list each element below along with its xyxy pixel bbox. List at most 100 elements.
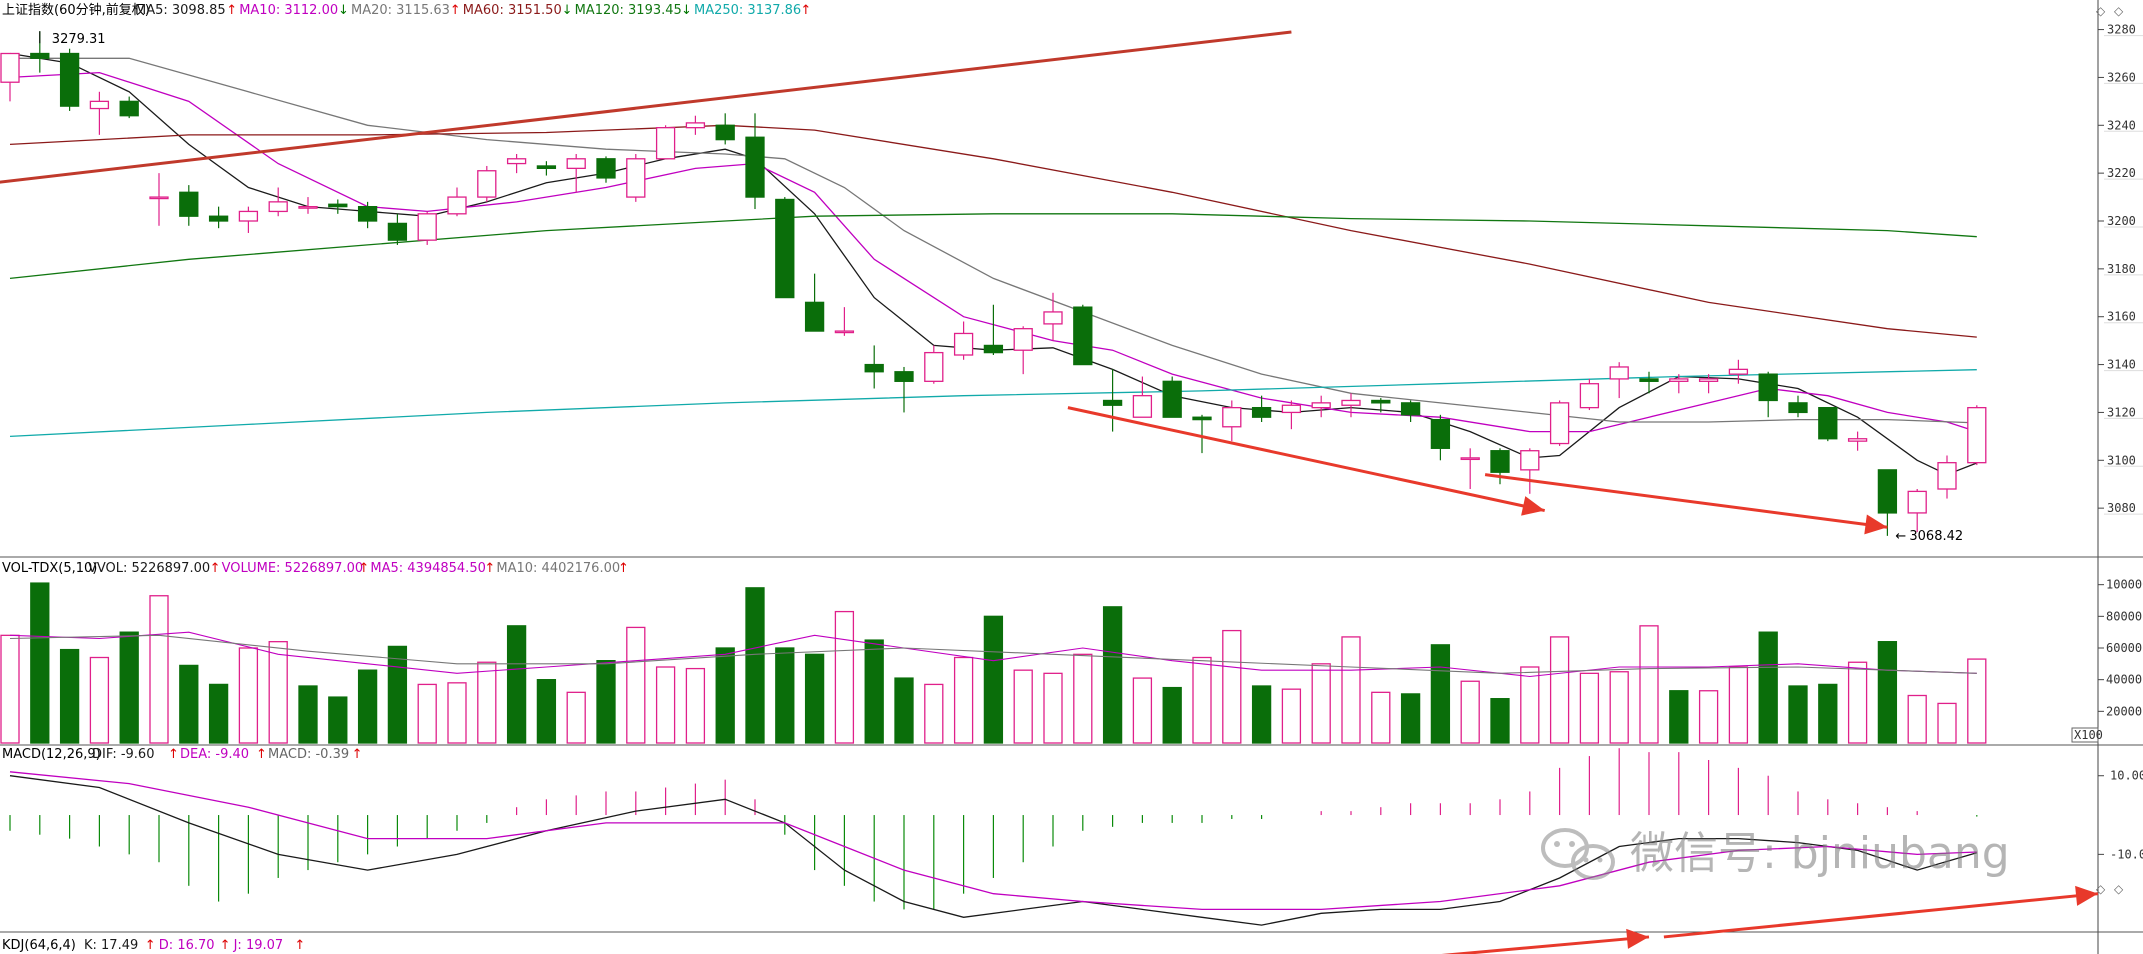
candle-body xyxy=(179,191,199,217)
candle-body xyxy=(1371,399,1391,404)
candle xyxy=(983,304,1004,355)
vol-unit-label: X100 xyxy=(2074,728,2103,742)
candle-body xyxy=(417,213,437,241)
candle-body xyxy=(447,196,467,215)
candle xyxy=(1013,326,1033,375)
candle-body xyxy=(1251,406,1272,418)
candle-body xyxy=(1877,469,1898,514)
candle xyxy=(834,307,855,336)
macd-indicator-arrow: ↑ xyxy=(168,747,179,762)
diamond-icon[interactable]: ◇ xyxy=(2096,882,2106,896)
panel-control-icons[interactable]: ◇ ◇ ◇ ◇ xyxy=(2096,4,2124,896)
candle-body xyxy=(1520,450,1540,471)
trend-line xyxy=(0,30,1292,184)
candle xyxy=(268,187,288,217)
candle-body xyxy=(387,222,408,241)
trend-arrow-head xyxy=(1864,514,1888,535)
vol-indicator-label: VVOL: 5226897.00 xyxy=(88,561,210,576)
candle xyxy=(1311,395,1331,418)
price-indicator-arrow: ↑ xyxy=(450,3,461,18)
grid-layer xyxy=(2104,35,2143,515)
candle xyxy=(1341,393,1361,418)
volume-bar xyxy=(1549,636,1570,744)
candle xyxy=(1609,362,1629,399)
candle xyxy=(1549,400,1570,446)
candle-body xyxy=(1967,406,1987,464)
price-indicator-label: MA60: 3151.50 xyxy=(463,3,562,18)
vol-indicator-arrow: ↑ xyxy=(484,561,495,576)
volume-bar xyxy=(626,626,646,744)
candle-body xyxy=(506,158,527,165)
volume-bar xyxy=(357,669,378,744)
volume-bar xyxy=(1818,683,1838,744)
volume-bar xyxy=(208,683,229,744)
candle-body xyxy=(1609,366,1629,380)
candle xyxy=(1669,374,1689,394)
candle xyxy=(1639,371,1659,394)
volume-bar xyxy=(1937,702,1957,744)
volume-bar xyxy=(983,615,1004,744)
volume-bar xyxy=(30,582,50,744)
volume-bar xyxy=(1043,672,1063,744)
ma-line-ma120 xyxy=(9,213,1977,280)
candle xyxy=(1400,400,1421,422)
candle xyxy=(1073,304,1093,366)
macd-tick-label: 10.00 xyxy=(2110,769,2143,783)
volume-bar xyxy=(387,645,408,744)
candle-body xyxy=(1102,399,1123,406)
volume-bar xyxy=(1877,641,1898,744)
candle-body xyxy=(268,201,288,213)
candle xyxy=(1877,469,1898,536)
candle xyxy=(626,154,646,202)
candle-body xyxy=(775,198,795,299)
candle-body xyxy=(328,203,348,208)
volume-bar xyxy=(1907,694,1927,744)
volume-bar xyxy=(447,682,467,744)
price-tick-label: 3200 xyxy=(2107,214,2136,228)
price-indicator-label: MA250: 3137.86 xyxy=(694,3,801,18)
volume-bar xyxy=(238,647,259,744)
volume-bar xyxy=(1758,631,1778,744)
volume-bar xyxy=(1698,690,1719,744)
price-panel-title: 上证指数(60分钟,前复权) xyxy=(2,2,150,18)
macd-indicator-label: DIF: -9.60 xyxy=(92,747,154,762)
price-tick-label: 3100 xyxy=(2107,453,2136,467)
price-indicator-arrow: ↓ xyxy=(681,3,692,18)
candle-body xyxy=(59,52,80,107)
candle-body xyxy=(1400,402,1421,416)
candle-body xyxy=(1341,399,1361,406)
volume-bar xyxy=(1251,685,1272,744)
candle-body xyxy=(357,205,378,222)
candle xyxy=(1102,369,1123,432)
candle-body xyxy=(1728,368,1749,375)
volume-bar xyxy=(328,696,348,744)
candle xyxy=(1430,414,1451,461)
candle xyxy=(119,96,139,119)
candle-body xyxy=(804,301,825,332)
candle-body xyxy=(1311,402,1331,409)
candle xyxy=(1162,376,1182,418)
candle-body xyxy=(1907,490,1927,514)
diamond-icon[interactable]: ◇ xyxy=(2096,4,2106,18)
price-indicator-arrow: ↑ xyxy=(226,3,237,18)
vol-panel-title: VOL-TDX(5,10) xyxy=(2,561,97,576)
price-indicator-label: MA5: 3098.85 xyxy=(135,3,226,18)
candle xyxy=(1967,405,1987,466)
price-tick-label: 3220 xyxy=(2107,166,2136,180)
volume-bar xyxy=(596,660,616,744)
diamond-icon[interactable]: ◇ xyxy=(2114,4,2124,18)
candle-body xyxy=(208,215,229,222)
kdj-panel-title: KDJ(64,6,4) xyxy=(2,938,76,953)
volume-bar xyxy=(119,631,139,744)
candle-body xyxy=(566,158,586,170)
macd-trend-arrow-head xyxy=(1626,928,1649,949)
price-indicator-label: MA10: 3112.00 xyxy=(239,3,338,18)
diamond-icon[interactable]: ◇ xyxy=(2114,882,2124,896)
volume-bar xyxy=(1520,666,1540,744)
candle xyxy=(149,173,169,226)
candle xyxy=(328,199,348,214)
candle-body xyxy=(1788,402,1808,414)
candle xyxy=(357,201,378,229)
